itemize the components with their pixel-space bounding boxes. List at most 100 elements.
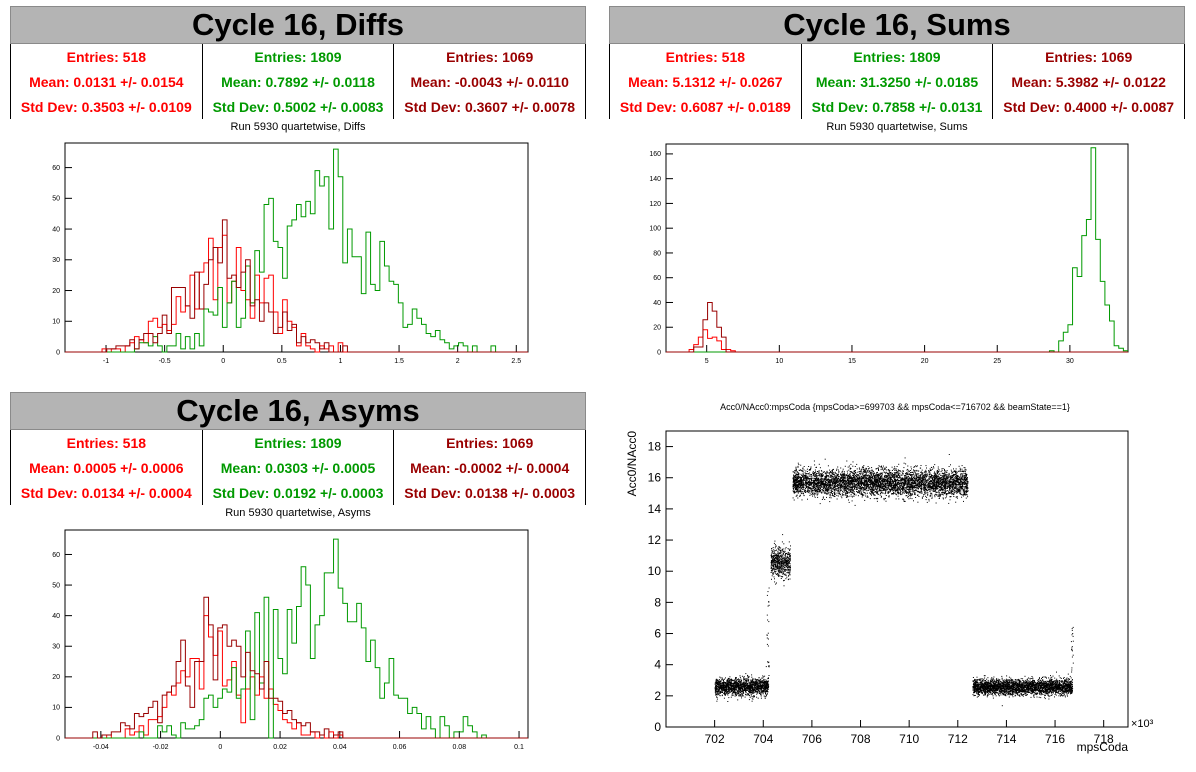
scatter-point — [779, 558, 781, 560]
scatter-point — [776, 564, 778, 566]
scatter-point — [849, 475, 851, 477]
scatter-point — [776, 562, 778, 564]
scatter-point — [725, 689, 727, 691]
scatter-point — [749, 691, 751, 693]
scatter-point — [902, 498, 904, 500]
scatter-point — [872, 480, 874, 482]
scatter-point — [779, 554, 781, 556]
plot-frame-0 — [64, 142, 529, 353]
scatter-point — [920, 476, 922, 478]
scatter-point — [806, 475, 808, 477]
scatter-point — [753, 696, 755, 698]
scatter-point — [780, 559, 782, 560]
scatter-point — [955, 476, 957, 478]
scatter-point — [728, 682, 730, 684]
scatter-point — [737, 688, 739, 690]
scatter-point — [720, 682, 722, 684]
scatter-point — [748, 699, 750, 701]
scatter-point — [813, 495, 815, 497]
scatter-point — [747, 674, 748, 676]
scatter-point — [878, 493, 880, 495]
scatter-point — [830, 474, 832, 476]
scatter-point — [772, 550, 774, 552]
scatter-point — [913, 485, 915, 487]
scatter-point — [789, 550, 791, 551]
scatter-point — [771, 561, 772, 562]
scatter-point — [756, 683, 757, 684]
scatter-point — [719, 681, 721, 683]
scatter-point — [773, 553, 775, 554]
scatter-point — [751, 683, 753, 685]
scatter-point — [715, 685, 716, 687]
scatter-point — [835, 482, 837, 484]
scatter-point — [911, 479, 913, 481]
scatter-point — [765, 684, 767, 686]
scatter-point — [780, 566, 782, 568]
scatter-point — [764, 689, 766, 691]
scatter-point — [807, 477, 809, 479]
scatter-point — [759, 679, 761, 681]
scatter-point — [804, 484, 806, 486]
plot-subtitle-asyms: Run 5930 quartetwise, Asyms — [225, 507, 371, 519]
scatter-point — [776, 561, 778, 563]
scatter-point — [935, 477, 937, 479]
stat-std: Std Dev: 0.4000 +/- 0.0087 — [1003, 98, 1175, 115]
scatter-point — [786, 553, 788, 554]
scatter-point — [948, 475, 950, 477]
scatter-point — [740, 687, 741, 689]
scatter-point — [789, 561, 790, 563]
scatter-point — [817, 496, 819, 498]
scatter-point — [880, 496, 882, 498]
scatter-point — [915, 472, 916, 474]
scatter-point — [954, 482, 956, 484]
scatter-point — [728, 691, 730, 693]
scatter-point — [908, 479, 910, 481]
scatter-point — [838, 489, 840, 491]
stat-entries: Entries: 1069 — [1045, 48, 1133, 65]
scatter-point — [935, 475, 937, 477]
scatter-point — [904, 457, 906, 459]
scatter-point — [736, 683, 738, 685]
scatter-point — [731, 692, 733, 694]
scatter-point — [885, 495, 887, 496]
scatter-point — [771, 548, 773, 549]
scatter-point — [837, 495, 839, 497]
scatter-point — [924, 482, 926, 484]
y-tick-label: 60 — [52, 165, 60, 172]
scatter-point — [793, 482, 795, 484]
scatter-point — [784, 557, 786, 559]
scatter-point — [762, 693, 764, 695]
scatter-point — [728, 688, 730, 690]
scatter-point — [870, 484, 872, 486]
scatter-point — [924, 480, 926, 482]
scatter-point — [754, 681, 756, 683]
scatter-point — [823, 491, 825, 493]
scatter-point — [753, 682, 755, 684]
scatter-point — [741, 685, 743, 687]
scatter-point — [855, 485, 857, 487]
scatter-point — [875, 479, 877, 481]
scatter-point — [736, 692, 738, 694]
scatter-point — [725, 688, 727, 690]
scatter-point — [881, 495, 882, 497]
scatter-point — [921, 483, 922, 485]
scatter-point — [964, 474, 966, 476]
scatter-point — [789, 564, 791, 566]
scatter-point — [939, 483, 941, 485]
scatter-point — [756, 686, 758, 688]
scatter-point — [733, 683, 735, 684]
scatter-point — [721, 686, 722, 688]
scatter-point — [772, 573, 774, 575]
y-tick-label: 50 — [52, 582, 60, 589]
scatter-point — [726, 683, 728, 685]
scatter-point — [822, 474, 823, 476]
scatter-point — [762, 684, 764, 686]
scatter-point — [724, 693, 726, 695]
scatter-point — [754, 684, 756, 686]
scatter-point — [965, 497, 967, 499]
x-tick-label: 710 — [899, 732, 919, 746]
scatter-point — [742, 686, 744, 688]
x-tick-label: 0.06 — [393, 744, 407, 751]
scatter-point — [724, 684, 725, 686]
plot-frame-2 — [64, 529, 529, 739]
